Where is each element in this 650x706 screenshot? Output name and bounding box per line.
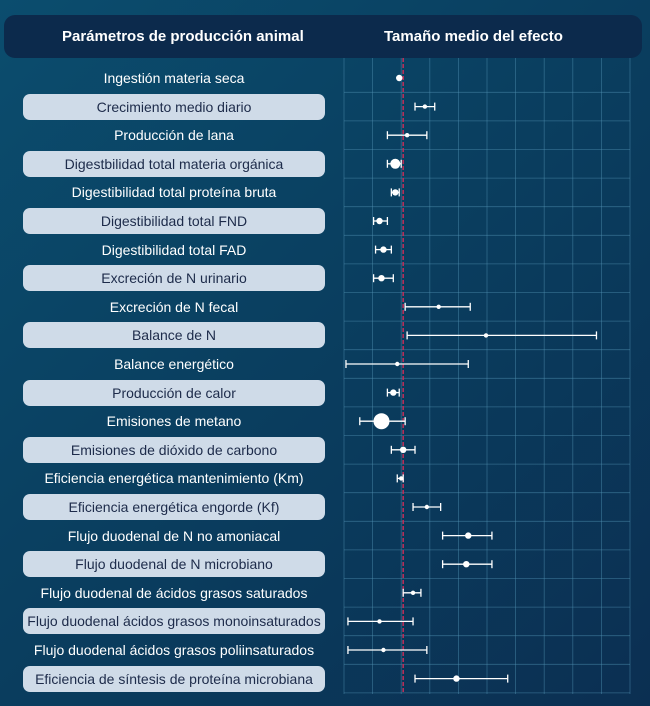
parameter-label: Eficiencia de síntesis de proteína micro…: [23, 665, 325, 692]
effect-point: [380, 246, 387, 253]
parameter-label: Flujo duodenal de N microbiano: [23, 551, 325, 578]
effect-point: [376, 217, 383, 225]
parameter-label: Digestibilidad total FND: [23, 208, 325, 234]
parameter-label: Balance de N: [23, 322, 325, 349]
parameter-label: Digestbilidad total materia orgánica: [23, 150, 325, 177]
effect-point: [390, 158, 401, 169]
parameter-label: Digestibilidad total proteína bruta: [71, 184, 277, 201]
effect-point: [410, 590, 416, 595]
effect-point: [396, 74, 403, 82]
effect-point: [373, 413, 390, 430]
parameter-label: Flujo duodenal ácidos grasos poliinsatur…: [33, 642, 315, 658]
parameter-label: Excreción de N fecal: [109, 298, 239, 315]
effect-point: [381, 647, 386, 653]
parameter-label: Flujo duodenal ácidos grasos monoinsatur…: [23, 608, 325, 635]
parameter-label: Producción de lana: [114, 127, 234, 144]
parameter-label: Eficiencia energética engorde (Kf): [23, 494, 325, 520]
parameter-label: Excreción de N urinario: [23, 265, 325, 292]
effect-point: [392, 189, 399, 196]
parameter-label: Crecimiento medio diario: [23, 93, 325, 120]
table-header: Parámetros de producción animal Tamaño m…: [4, 15, 642, 58]
parameter-label: Eficiencia energética mantenimiento (Km): [44, 470, 304, 487]
parameter-label: Producción de calor: [23, 379, 325, 406]
parameter-label: Flujo duodenal de ácidos grasos saturado…: [40, 584, 308, 601]
effect-point: [378, 275, 385, 282]
effect-point: [399, 446, 407, 453]
effect-point: [390, 389, 397, 396]
parameter-label: Digestibilidad total FAD: [101, 241, 247, 258]
effect-point: [395, 361, 400, 367]
parameter-label: Flujo duodenal de N no amoniacal: [67, 527, 281, 544]
effect-point: [453, 675, 460, 682]
effect-point: [404, 133, 410, 138]
effect-point: [483, 333, 489, 338]
effect-point: [377, 619, 382, 624]
parameter-label: Emisiones de dióxido de carbono: [23, 436, 325, 463]
parameter-label: Balance energético: [114, 356, 234, 372]
effect-point: [436, 304, 441, 309]
parameter-label: Ingestión materia seca: [103, 70, 245, 86]
effect-point: [463, 561, 470, 568]
effect-point: [399, 476, 404, 481]
effect-size-column-title: Tamaño medio del efecto: [384, 28, 563, 45]
effect-point: [465, 532, 472, 539]
parameter-label: Emisiones de metano: [106, 413, 242, 430]
parameters-column-title: Parámetros de producción animal: [62, 28, 304, 45]
effect-point: [422, 104, 428, 109]
effect-point: [424, 504, 430, 510]
